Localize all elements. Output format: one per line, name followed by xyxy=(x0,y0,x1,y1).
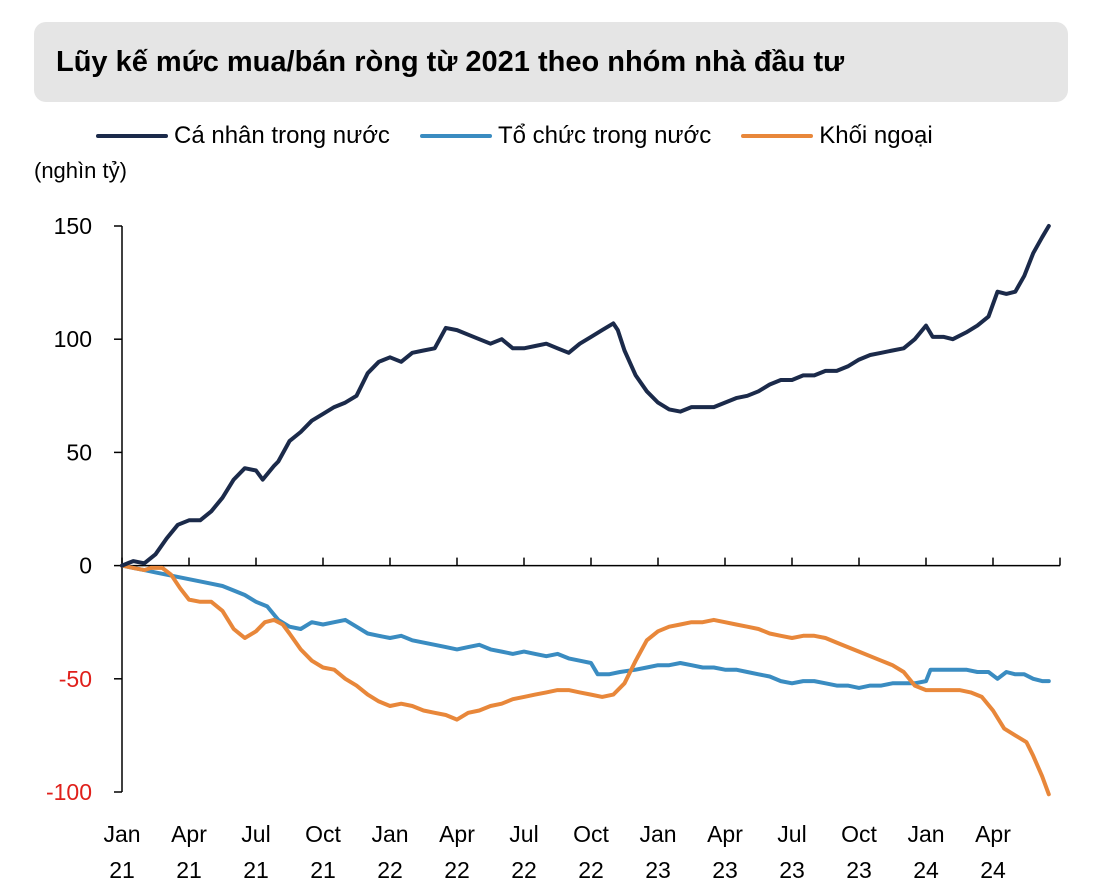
legend-item-ca-nhan: Cá nhân trong nước xyxy=(96,122,390,150)
x-tick-label-year: 21 xyxy=(310,857,336,883)
legend-label-khoi-ngoai: Khối ngoại xyxy=(819,122,933,149)
x-tick-label: Apr xyxy=(439,821,475,847)
legend-label-ca-nhan: Cá nhân trong nước xyxy=(174,122,390,149)
x-tick-label: Jan xyxy=(907,821,944,847)
x-tick-label-year: 21 xyxy=(243,857,269,883)
chart-title-panel: Lũy kế mức mua/bán ròng từ 2021 theo nhó… xyxy=(34,22,1068,102)
x-tick-label-year: 23 xyxy=(712,857,738,883)
x-tick-label-year: 24 xyxy=(980,857,1006,883)
x-tick-label-year: 21 xyxy=(109,857,135,883)
x-tick-label-year: 24 xyxy=(913,857,939,883)
x-tick-label-year: 21 xyxy=(176,857,202,883)
x-tick-label: Oct xyxy=(305,821,341,847)
legend-swatch-ca-nhan xyxy=(96,134,168,138)
x-tick-label-year: 23 xyxy=(645,857,671,883)
x-tick-label: Jul xyxy=(509,821,538,847)
x-tick-label: Oct xyxy=(841,821,877,847)
y-axis-unit-label: (nghìn tỷ) xyxy=(34,158,127,183)
legend-item-khoi-ngoai: Khối ngoại xyxy=(741,122,933,150)
y-tick-label: 50 xyxy=(66,439,92,465)
x-tick-label: Apr xyxy=(707,821,743,847)
y-tick-label: -50 xyxy=(59,666,92,692)
legend-label-to-chuc: Tổ chức trong nước xyxy=(497,122,712,149)
legend-item-to-chuc: Tổ chức trong nước xyxy=(419,122,712,150)
x-tick-label: Jan xyxy=(371,821,408,847)
chart-legend: Cá nhân trong nước Tổ chức trong nước Kh… xyxy=(96,122,963,150)
series-line-ca-nhan xyxy=(120,224,1051,568)
legend-swatch-khoi-ngoai xyxy=(741,134,814,138)
series-line-khoi-ngoai xyxy=(120,563,1051,797)
x-tick-label: Jan xyxy=(639,821,676,847)
x-tick-label: Jan xyxy=(103,821,140,847)
x-tick-label: Jul xyxy=(241,821,270,847)
x-tick-label-year: 22 xyxy=(511,857,537,883)
x-tick-label-year: 22 xyxy=(444,857,470,883)
x-tick-label-year: 23 xyxy=(846,857,872,883)
x-tick-label-year: 22 xyxy=(578,857,604,883)
y-tick-label: 150 xyxy=(54,213,92,239)
x-tick-label: Oct xyxy=(573,821,609,847)
chart-title: Lũy kế mức mua/bán ròng từ 2021 theo nhó… xyxy=(56,45,845,78)
legend-swatch-to-chuc xyxy=(419,134,492,138)
y-tick-label: -100 xyxy=(46,779,92,805)
x-tick-label: Apr xyxy=(975,821,1011,847)
x-tick-label-year: 22 xyxy=(377,857,403,883)
y-tick-label: 0 xyxy=(79,553,92,579)
x-tick-label: Apr xyxy=(171,821,207,847)
x-tick-label-year: 23 xyxy=(779,857,805,883)
x-tick-label: Jul xyxy=(777,821,806,847)
y-tick-label: 100 xyxy=(54,326,92,352)
